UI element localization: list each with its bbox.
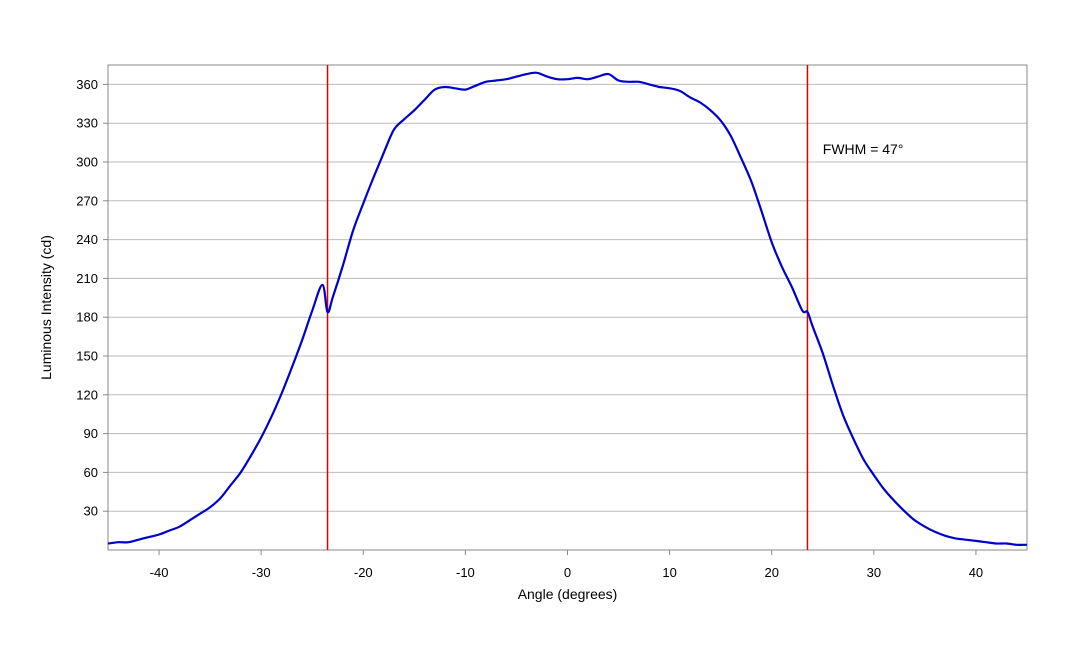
series bbox=[107, 71, 1028, 546]
x-axis-title: Angle (degrees) bbox=[518, 586, 618, 602]
y-tick-label: 60 bbox=[84, 465, 98, 480]
x-tick-label: -20 bbox=[354, 565, 373, 580]
intensity-curve bbox=[107, 71, 1028, 546]
y-tick-label: 90 bbox=[84, 426, 98, 441]
x-tick-label: 20 bbox=[764, 565, 778, 580]
y-tick-label: 30 bbox=[84, 504, 98, 519]
y-axis-title: Luminous Intensity (cd) bbox=[38, 235, 54, 380]
x-tick-label: 30 bbox=[867, 565, 881, 580]
fwhm-annotation: FWHM = 47° bbox=[823, 141, 904, 157]
y-tick-label: 180 bbox=[76, 310, 98, 325]
annotations: FWHM = 47° bbox=[823, 141, 904, 157]
fwhm-markers bbox=[326, 65, 809, 550]
x-tick-label: 10 bbox=[662, 565, 676, 580]
y-tick-label: 270 bbox=[76, 193, 98, 208]
x-tick-label: -30 bbox=[252, 565, 271, 580]
y-tick-label: 300 bbox=[76, 155, 98, 170]
x-tick-label: -40 bbox=[150, 565, 169, 580]
y-tick-label: 240 bbox=[76, 232, 98, 247]
y-tick-label: 210 bbox=[76, 271, 98, 286]
x-tick-label: -10 bbox=[456, 565, 475, 580]
x-tick-label: 40 bbox=[969, 565, 983, 580]
y-tick-label: 360 bbox=[76, 77, 98, 92]
plot-frame bbox=[107, 64, 1028, 551]
grid bbox=[108, 83, 1027, 512]
y-tick-label: 330 bbox=[76, 116, 98, 131]
y-tick-label: 150 bbox=[76, 349, 98, 364]
x-tick-label: 0 bbox=[564, 565, 571, 580]
y-tick-label: 120 bbox=[76, 387, 98, 402]
